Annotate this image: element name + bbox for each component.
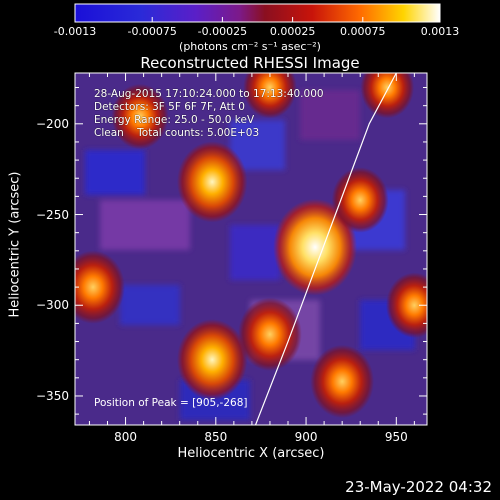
emission-source [310,344,375,419]
emission-source [273,198,358,296]
emission-source [75,250,125,324]
colorbar-tick-label: -0.00075 [127,25,177,38]
y-tick-label: −200 [36,116,69,131]
chart-title: Reconstructed RHESSI Image [140,54,360,72]
timestamp: 23-May-2022 04:32 [345,478,492,496]
emission-source [238,297,302,371]
x-tick-label: 900 [294,430,318,444]
x-axis-label: Heliocentric X (arcsec) [177,446,325,461]
colorbar [74,3,441,23]
emission-source [331,167,389,233]
energy-annotation: Energy Range: 25.0 - 50.0 keV [94,114,255,126]
x-tick-label: 800 [114,430,137,444]
emission-source [360,73,415,119]
colorbar-ticks [74,17,441,22]
colorbar-tick-label: -0.00025 [197,25,248,38]
emission-source [243,73,297,119]
x-tick-label: 950 [384,430,408,444]
colorbar-tick-label: 0.00075 [340,25,386,38]
counts-annotation: Clean Total counts: 5.00E+03 [94,127,260,139]
detectors-annotation: Detectors: 3F 5F 6F 7F, Att 0 [94,101,245,113]
y-tick-label: −250 [36,207,69,222]
peak-position-annotation: Position of Peak = [905,-268] [94,397,248,409]
time-range-annotation: 28-Aug-2015 17:10:24.000 to 17:13:40.000 [94,88,324,100]
emission-source [176,141,248,223]
x-axis-ticks [88,73,415,425]
y-axis-label: Heliocentric Y (arcsec) [7,171,23,318]
emission-source [111,83,169,150]
plot-frame [74,72,428,426]
emission-source [385,272,427,338]
heatmap-image [75,73,427,425]
colorbar-tick-label: 0.0013 [420,25,460,38]
x-tick-label: 850 [204,430,228,444]
emission-sources [75,73,427,419]
colorbar-tick-label: -0.0013 [53,25,97,38]
colorbar-tick-label: 0.00025 [269,25,316,38]
colorbar-units: (photons cm⁻² s⁻¹ asec⁻²) [179,40,321,53]
solar-limb-line [254,73,397,425]
emission-source [176,319,248,401]
y-axis-ticks [75,87,427,415]
y-tick-label: −350 [36,388,69,403]
y-tick-label: −300 [36,298,69,313]
